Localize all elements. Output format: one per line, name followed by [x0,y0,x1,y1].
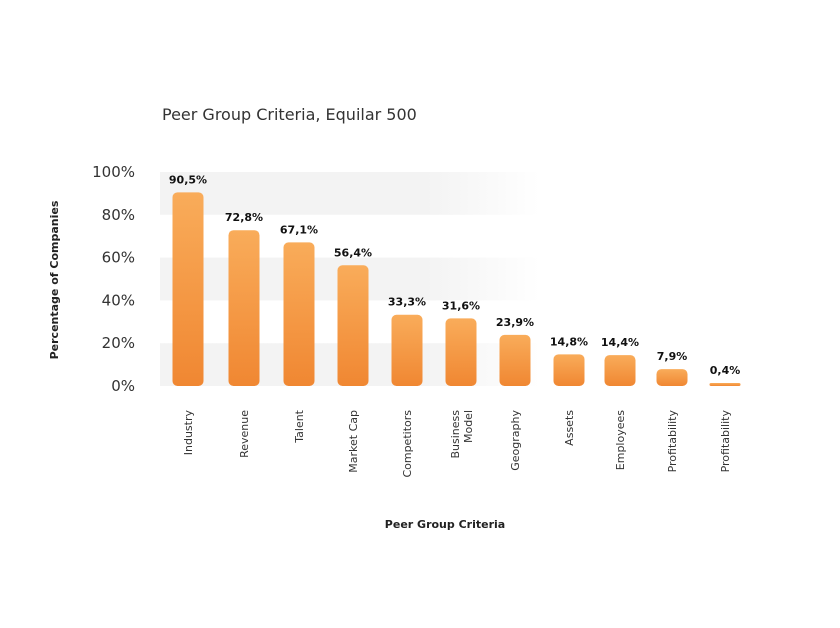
bar [228,230,260,386]
data-label: 0,4% [710,364,741,377]
data-labels: 90,5% 72,8% 67,1% 56,4% 33,3% 31,6% 23,9% 14,8%… [169,173,740,377]
data-label: 90,5% [169,173,207,186]
y-tick-label: 80% [102,206,135,224]
bar [709,383,741,386]
data-label: 14,4% [601,336,639,349]
y-tick-label: 60% [102,249,135,267]
grid-band [160,172,540,215]
data-label: 7,9% [657,350,688,363]
y-tick-label: 40% [102,291,135,309]
x-tick-label: Geography [509,410,522,471]
x-tick-label: Profitability [719,410,732,473]
x-tick-label: Talent [293,409,306,443]
data-label: 23,9% [496,316,534,329]
bar [445,318,477,386]
x-tick-label: Market Cap [347,410,360,473]
x-tick-label: Assets [563,410,576,446]
bar [172,192,204,386]
x-tick-label: BusinessModel [449,410,475,459]
x-tick-label: Profitability [666,410,679,473]
x-tick-label: Competitors [401,410,414,478]
bar [283,242,315,386]
y-tick-label: 100% [92,163,135,181]
x-tick-label: Industry [182,410,195,456]
data-label: 72,8% [225,211,263,224]
x-tick-label: Revenue [238,410,251,458]
data-label: 33,3% [388,296,426,309]
y-axis-ticks: 0% 20% 40% 60% 80% 100% [92,163,135,395]
bar [656,369,688,386]
bar [604,355,636,386]
data-label: 14,8% [550,335,588,348]
bar [391,314,423,386]
y-tick-label: 0% [111,377,135,395]
y-axis-label: Percentage of Companies [48,200,61,359]
bar [553,354,585,386]
bar [499,334,531,386]
bars [172,192,741,386]
y-tick-label: 20% [102,334,135,352]
data-label: 67,1% [280,223,318,236]
bar [337,265,369,386]
x-tick-label: Employees [614,410,627,470]
chart-title: Peer Group Criteria, Equilar 500 [162,105,417,124]
data-label: 31,6% [442,299,480,312]
x-axis-ticks: Industry Revenue Talent Market Cap Competito… [182,409,732,477]
data-label: 56,4% [334,246,372,259]
x-axis-label: Peer Group Criteria [385,518,505,531]
